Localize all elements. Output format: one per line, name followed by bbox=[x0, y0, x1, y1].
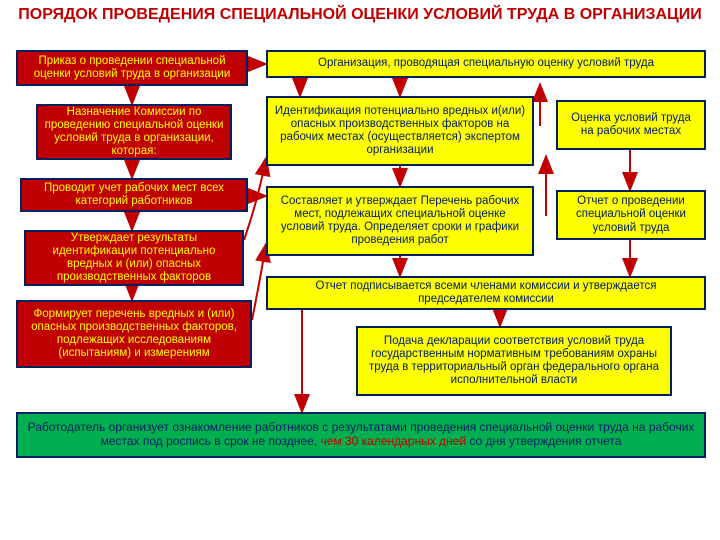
box-form-list: Формирует перечень вредных и (или) опасн… bbox=[16, 300, 252, 368]
box-text: Оценка условий труда на рабочих местах bbox=[564, 112, 698, 138]
text-post: со дня утверждения отчета bbox=[466, 434, 621, 448]
box-schedule: Составляет и утверждает Перечень рабочих… bbox=[266, 186, 534, 256]
box-employer-notice: Работодатель организует ознакомление раб… bbox=[16, 412, 706, 458]
box-sign: Отчет подписывается всеми членами комисс… bbox=[266, 276, 706, 310]
box-text: Проводит учет рабочих мест всех категори… bbox=[28, 182, 240, 208]
box-declaration: Подача декларации соответствия условий т… bbox=[356, 326, 672, 396]
box-assessment: Оценка условий труда на рабочих местах bbox=[556, 100, 706, 150]
box-text: Организация, проводящая специальную оцен… bbox=[318, 57, 654, 70]
box-approve-id: Утверждает результаты идентификации поте… bbox=[24, 230, 244, 286]
box-report: Отчет о проведении специальной оценки ус… bbox=[556, 190, 706, 240]
text-highlight: чем 30 календарных дней bbox=[320, 434, 466, 448]
box-text: Отчет подписывается всеми членами комисс… bbox=[274, 280, 698, 306]
box-accounting: Проводит учет рабочих мест всех категори… bbox=[20, 178, 248, 212]
box-text: Идентификация потенциально вредных и(или… bbox=[274, 105, 526, 158]
flowchart-canvas: Приказ о проведении специальной оценки у… bbox=[0, 0, 720, 540]
box-commission: Назначение Комиссии по проведению специа… bbox=[36, 104, 232, 160]
box-org: Организация, проводящая специальную оцен… bbox=[266, 50, 706, 78]
arrow-a17 bbox=[252, 244, 266, 320]
box-text: Работодатель организует ознакомление раб… bbox=[24, 421, 698, 449]
box-text: Составляет и утверждает Перечень рабочих… bbox=[274, 195, 526, 248]
box-text: Отчет о проведении специальной оценки ус… bbox=[564, 195, 698, 235]
box-text: Назначение Комиссии по проведению специа… bbox=[44, 106, 224, 159]
box-identification: Идентификация потенциально вредных и(или… bbox=[266, 96, 534, 166]
box-text: Приказ о проведении специальной оценки у… bbox=[24, 55, 240, 81]
box-text: Формирует перечень вредных и (или) опасн… bbox=[24, 308, 244, 361]
box-text: Утверждает результаты идентификации поте… bbox=[32, 232, 236, 285]
box-text: Подача декларации соответствия условий т… bbox=[364, 335, 664, 388]
box-order: Приказ о проведении специальной оценки у… bbox=[16, 50, 248, 86]
